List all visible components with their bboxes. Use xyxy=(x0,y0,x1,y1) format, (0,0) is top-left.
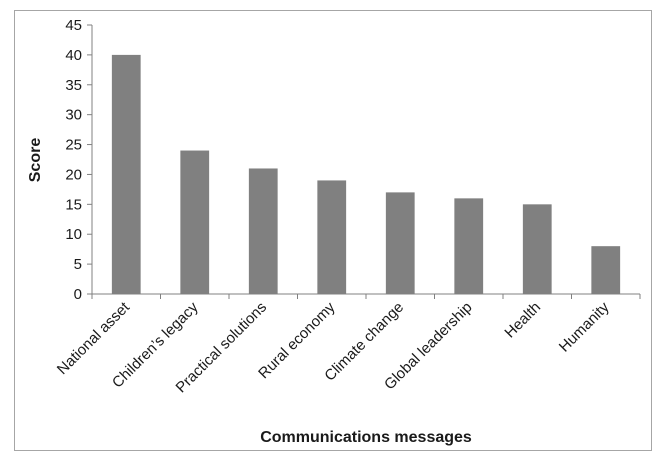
y-tick-label: 40 xyxy=(65,47,82,64)
y-tick-label: 45 xyxy=(65,17,82,34)
y-tick-label: 30 xyxy=(65,107,82,124)
y-tick-label: 15 xyxy=(65,196,82,213)
x-axis-title: Communications messages xyxy=(260,429,472,446)
y-tick-label: 0 xyxy=(74,286,82,303)
bar xyxy=(180,150,210,294)
bar xyxy=(385,192,415,294)
bar xyxy=(591,246,621,294)
y-tick-label: 25 xyxy=(65,137,82,154)
y-tick-label: 5 xyxy=(74,256,82,273)
y-tick-label: 20 xyxy=(65,166,82,183)
bar xyxy=(111,54,141,295)
bar xyxy=(317,180,347,294)
y-tick-label: 35 xyxy=(65,77,82,94)
bar xyxy=(248,168,278,294)
bar xyxy=(522,204,552,294)
y-tick-label: 10 xyxy=(65,226,82,243)
bar xyxy=(454,198,484,294)
y-axis-title: Score xyxy=(27,138,44,183)
